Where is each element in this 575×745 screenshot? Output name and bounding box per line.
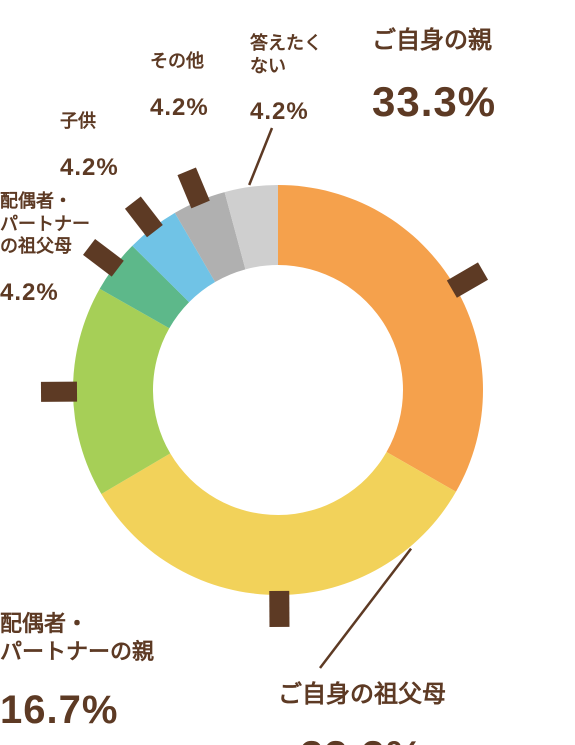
label-child-pct: 4.2% <box>60 153 119 183</box>
label-own-grandparent-name: ご自身の祖父母 <box>232 680 492 710</box>
label-own-grandparent-pct: 33.3% <box>232 730 492 745</box>
label-own-parent-pct: 33.3% <box>372 76 496 129</box>
label-partner-parent-name: 配偶者・ パートナーの親 <box>0 610 154 665</box>
label-own-parent: ご自身の親 33.3% <box>372 6 496 149</box>
slice-own_parent <box>278 185 483 492</box>
label-child: 子供 4.2% <box>60 90 119 203</box>
label-child-name: 子供 <box>60 110 119 133</box>
label-partner-parent: 配偶者・ パートナーの親 16.7% <box>0 590 154 745</box>
label-own-parent-name: ご自身の親 <box>372 26 496 56</box>
donut-chart-stage: ご自身の親 33.3% ご自身の祖父母 33.3% 配偶者・ パートナーの親 1… <box>0 0 575 745</box>
label-no-answer-pct: 4.2% <box>250 97 322 127</box>
tick-partner_parent <box>41 382 77 402</box>
label-other-name: その他 <box>150 50 209 73</box>
label-partner-grandparent-pct: 4.2% <box>0 278 90 308</box>
label-no-answer: 答えたく ない 4.2% <box>250 12 322 147</box>
tick-other <box>177 167 209 208</box>
label-other-pct: 4.2% <box>150 93 209 123</box>
label-partner-parent-pct: 16.7% <box>0 685 154 735</box>
label-own-grandparent: ご自身の祖父母 33.3% <box>232 660 492 745</box>
label-other: その他 4.2% <box>150 30 209 143</box>
tick-own_grandparent <box>269 591 289 627</box>
label-no-answer-name: 答えたく ない <box>250 32 322 77</box>
slice-own_grandparent <box>101 452 456 595</box>
